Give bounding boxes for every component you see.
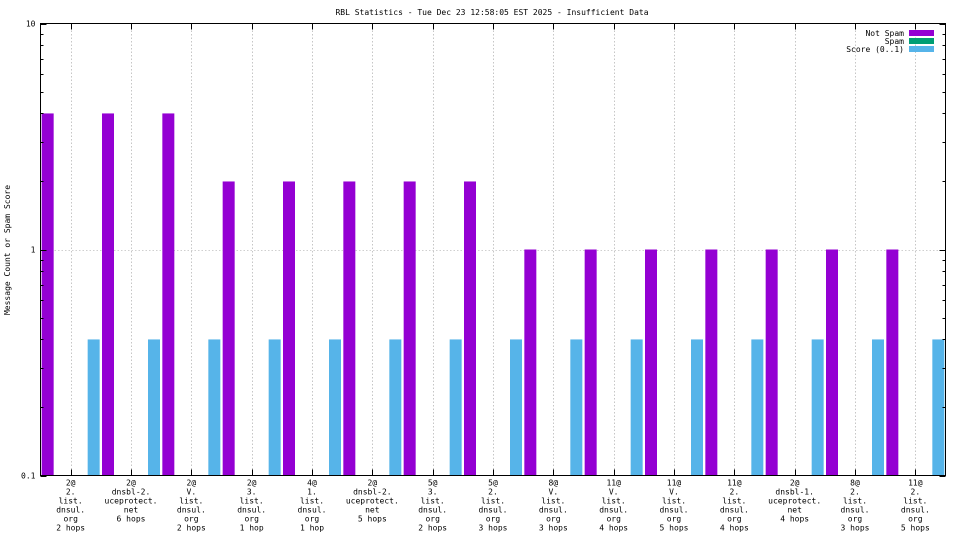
bar-not-spam (524, 249, 537, 476)
bar-not-spam (222, 181, 235, 476)
bar-not-spam (162, 113, 175, 476)
bar-score-0-1 (329, 339, 341, 476)
bar-not-spam (283, 181, 295, 476)
x-tick-label: 11@ 2. list. dnsul. org 4 hops (720, 479, 749, 533)
bar-score-0-1 (630, 339, 643, 476)
bar-score-0-1 (268, 339, 281, 476)
x-tick-label: 2@ 3. list. dnsul. org 1 hop (237, 479, 266, 533)
bar-not-spam (403, 181, 416, 476)
legend-swatch (909, 46, 934, 52)
bar-score-0-1 (570, 339, 583, 476)
plot-frame (40, 23, 946, 476)
bar-not-spam (886, 249, 899, 476)
bars (41, 113, 945, 476)
bar-score-0-1 (751, 339, 764, 476)
y-tick-label: 0.1 (21, 472, 36, 481)
bar-score-0-1 (872, 339, 884, 476)
grid-lines (40, 23, 946, 476)
bar-score-0-1 (932, 339, 945, 476)
bar-not-spam (584, 249, 597, 476)
y-tick-label: 1 (31, 246, 36, 255)
y-tick-label: 10 (26, 20, 36, 29)
bar-score-0-1 (148, 339, 160, 476)
x-tick-label: 11@ V. list. dnsul. org 4 hops (599, 479, 628, 533)
x-tick-label: 8@ V. list. dnsul. org 3 hops (539, 479, 568, 533)
legend-label: Score (0..1) (846, 45, 904, 54)
x-tick-label: 5@ 2. list. dnsul. org 3 hops (479, 479, 508, 533)
x-tick-label: 2@ dnsbl-2. uceprotect. net 5 hops (346, 479, 399, 524)
bar-not-spam (645, 249, 657, 476)
bar-not-spam (464, 181, 476, 476)
bar-not-spam (102, 113, 114, 476)
bar-score-0-1 (510, 339, 522, 476)
legend-swatch (909, 38, 934, 44)
chart-title: RBL Statistics - Tue Dec 23 12:58:05 EST… (335, 8, 648, 17)
bar-not-spam (826, 249, 838, 476)
x-tick-label: 11@ 2. list. dnsul. org 5 hops (901, 479, 930, 533)
legend-swatch (909, 30, 934, 36)
bar-score-0-1 (87, 339, 100, 476)
bar-score-0-1 (691, 339, 703, 476)
bar-score-0-1 (449, 339, 462, 476)
bar-not-spam (343, 181, 356, 476)
legend-label: Not Spam (865, 29, 904, 38)
y-axis-label: Message Count or Spam Score (3, 185, 12, 315)
axis-ticks: 0.1 1 10 (21, 20, 946, 481)
bar-score-0-1 (208, 339, 221, 476)
x-tick-label: 4@ 1. list. dnsul. org 1 hop (298, 479, 327, 533)
x-tick-label: 2@ V. list. dnsul. org 2 hops (177, 479, 206, 533)
x-tick-label: 11@ V. list. dnsul. org 5 hops (660, 479, 689, 533)
bar-not-spam (765, 249, 778, 476)
bar-not-spam (41, 113, 54, 476)
x-tick-label: 2@ dnsbl-1. uceprotect. net 4 hops (768, 479, 821, 524)
bar-not-spam (705, 249, 718, 476)
x-tick-label: 2@ dnsbl-2. uceprotect. net 6 hops (105, 479, 158, 524)
x-tick-label: 2@ 2. list. dnsul. org 2 hops (56, 479, 85, 533)
x-tick-label: 8@ 2. list. dnsul. org 3 hops (841, 479, 870, 533)
bar-score-0-1 (389, 339, 402, 476)
x-axis-labels: 2@ 2. list. dnsul. org 2 hops 2@ dnsbl-2. ucepro… (56, 479, 930, 533)
legend-label: Spam (885, 37, 904, 46)
bar-score-0-1 (811, 339, 824, 476)
x-tick-label: 5@ 3. list. dnsul. org 2 hops (418, 479, 447, 533)
